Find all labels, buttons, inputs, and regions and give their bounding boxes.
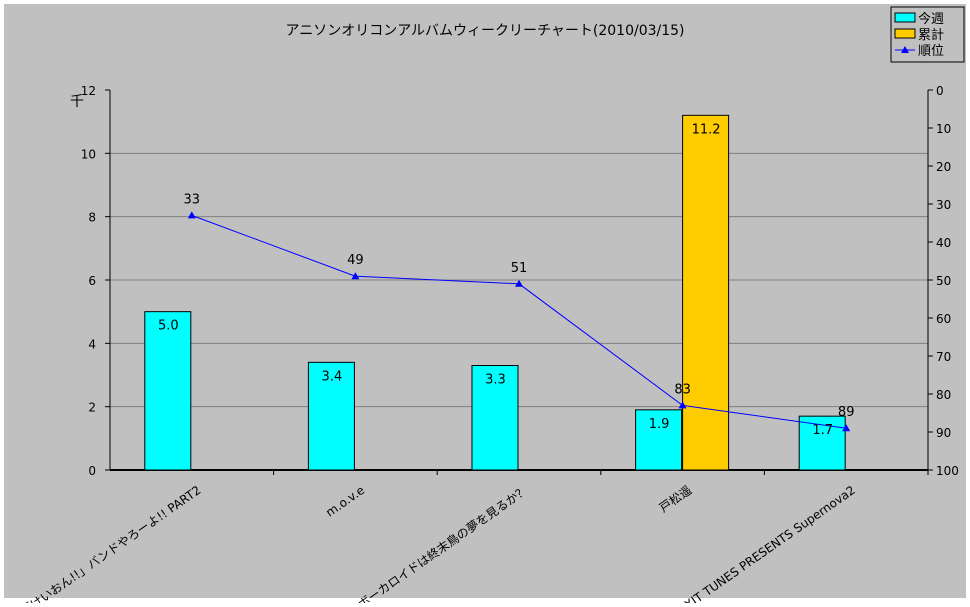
rank-point (842, 424, 851, 432)
bar-累計 (682, 114, 730, 471)
y-tick-label: 4 (88, 337, 96, 351)
legend-swatch (894, 28, 916, 39)
rank-data-label: 83 (674, 382, 691, 397)
y-tick-label: 2 (88, 401, 96, 415)
y-tick-label: 6 (88, 274, 96, 288)
y2-tick-label: 100 (936, 464, 959, 478)
bar-data-label: 11.2 (692, 122, 721, 137)
rank-data-label: 51 (511, 261, 528, 276)
y2-tick-label: 30 (936, 198, 951, 212)
bar-今週 (307, 361, 355, 471)
y2-tick-label: 90 (936, 426, 951, 440)
y2-tick-label: 60 (936, 312, 951, 326)
rank-point (351, 272, 360, 280)
bar-data-label: 1.7 (812, 423, 833, 438)
rank-data-label: 49 (347, 253, 364, 268)
legend-label: 累計 (918, 27, 944, 43)
rank-point (678, 401, 687, 409)
legend-marker (901, 46, 909, 53)
rank-data-label: 89 (838, 405, 855, 420)
y-tick-label: 10 (81, 147, 96, 161)
y2-tick-label: 10 (936, 122, 951, 136)
y-tick-label: 12 (81, 84, 96, 98)
y2-tick-label: 80 (936, 388, 951, 402)
y2-tick-label: 20 (936, 160, 951, 174)
rank-point (515, 279, 523, 287)
rank-point (187, 211, 196, 219)
bar-今週 (144, 311, 192, 471)
bar-今週 (635, 409, 683, 471)
legend-swatch (894, 12, 916, 23)
bar-data-label: 5.0 (158, 319, 179, 334)
y2-tick-label: 40 (936, 236, 951, 250)
legend-label: 順位 (918, 44, 944, 59)
bar-今週 (471, 365, 519, 471)
bar-data-label: 3.4 (322, 369, 343, 384)
bar-data-label: 3.3 (485, 373, 506, 388)
legend-label: 今週 (918, 11, 944, 27)
y2-tick-label: 70 (936, 350, 951, 364)
y-tick-label: 8 (88, 211, 96, 225)
y-tick-label: 0 (88, 464, 96, 478)
bar-data-label: 1.9 (649, 417, 670, 432)
y2-tick-label: 50 (936, 274, 951, 288)
y2-tick-label: 0 (936, 84, 944, 98)
y-axis-label: 千 (70, 94, 84, 110)
rank-data-label: 33 (184, 192, 201, 207)
chart-title: アニソンオリコンアルバムウィークリーチャート(2010/03/15) (285, 23, 684, 39)
